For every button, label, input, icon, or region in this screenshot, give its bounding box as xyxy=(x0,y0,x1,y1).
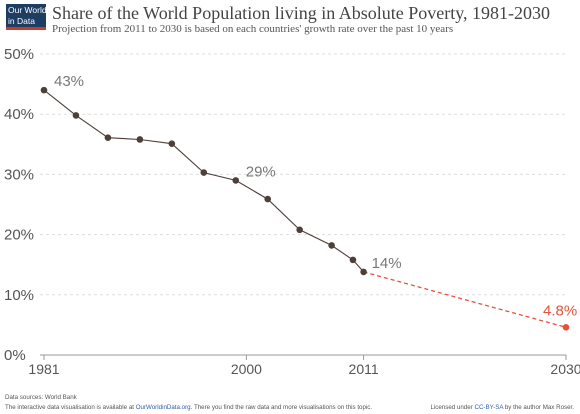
x-tick-label: 2000 xyxy=(231,361,262,377)
data-point xyxy=(168,140,176,147)
logo-line-1: Our World xyxy=(8,5,47,15)
y-tick-label: 50% xyxy=(4,46,34,63)
data-point xyxy=(360,268,367,276)
y-tick-label: 10% xyxy=(4,287,34,304)
license-note: Licensed under CC-BY-SA by the author Ma… xyxy=(430,404,574,411)
chart-subtitle: Projection from 2011 to 2030 is based on… xyxy=(52,23,454,35)
x-tick-label: 2030 xyxy=(550,361,580,377)
x-tick-label: 1981 xyxy=(28,361,59,377)
data-point xyxy=(136,136,144,143)
logo-accent-bar xyxy=(6,27,46,30)
data-point xyxy=(349,256,357,264)
owid-logo: Our World in Data xyxy=(6,4,47,30)
data-label: 29% xyxy=(246,163,276,180)
chart-title: Share of the World Population living in … xyxy=(52,3,551,23)
data-point xyxy=(104,134,112,141)
y-tick-label: 20% xyxy=(4,227,34,244)
data-point xyxy=(328,242,335,249)
license-link[interactable]: CC-BY-SA xyxy=(474,404,504,411)
data-point xyxy=(40,86,48,94)
x-tick-label: 2011 xyxy=(349,361,379,377)
interactive-prefix: The interactive data visualisation is av… xyxy=(5,404,136,411)
data-point xyxy=(296,226,303,234)
interactive-suffix: . There you find the raw data and more v… xyxy=(190,404,373,411)
projection-point xyxy=(562,324,570,331)
historical-series-line xyxy=(43,89,365,273)
projection-series-line xyxy=(363,271,567,328)
interactive-note: The interactive data visualisation is av… xyxy=(5,404,372,411)
y-tick-label: 40% xyxy=(4,106,34,123)
data-point xyxy=(232,177,240,184)
data-label: 14% xyxy=(372,255,402,272)
data-label: 43% xyxy=(54,73,84,90)
data-point xyxy=(264,195,272,203)
y-tick-label: 30% xyxy=(4,166,34,183)
license-suffix: by the author Max Roser. xyxy=(503,404,574,411)
data-source-note: Data sources: World Bank xyxy=(5,394,77,401)
y-tick-label: 0% xyxy=(4,347,26,364)
owid-link[interactable]: OurWorldinData.org xyxy=(135,404,191,411)
data-label: 4.8% xyxy=(543,302,577,319)
data-point xyxy=(72,112,80,119)
logo-line-2: in Data xyxy=(8,16,35,26)
data-point xyxy=(200,169,208,176)
license-prefix: Licensed under xyxy=(430,404,475,411)
